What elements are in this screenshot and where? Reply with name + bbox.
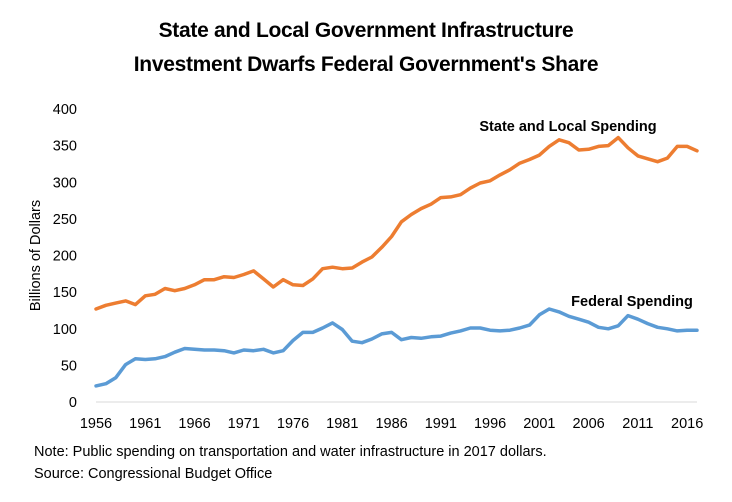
- series-label: State and Local Spending: [479, 119, 656, 135]
- x-tick-label: 1981: [326, 416, 358, 432]
- x-tick-label: 1976: [277, 416, 309, 432]
- x-tick-label: 2001: [523, 416, 555, 432]
- x-tick-label: 1991: [425, 416, 457, 432]
- y-tick-label: 250: [53, 212, 77, 228]
- chart-title-line-2: Investment Dwarfs Federal Government's S…: [133, 53, 599, 76]
- chart-title-line-1: State and Local Government Infrastructur…: [158, 19, 574, 42]
- chart-note: Note: Public spending on transportation …: [34, 444, 547, 460]
- x-tick-label: 1986: [375, 416, 407, 432]
- series-line-state-and-local-spending: [94, 135, 699, 311]
- series-label: Federal Spending: [571, 294, 693, 310]
- y-tick-label: 100: [53, 322, 77, 338]
- x-tick-label: 2006: [572, 416, 604, 432]
- x-tick-label: 1961: [129, 416, 161, 432]
- y-axis-label: Billions of Dollars: [28, 200, 44, 311]
- y-tick-label: 400: [53, 102, 77, 118]
- x-tick-label: 1996: [474, 416, 506, 432]
- x-tick-label: 2016: [671, 416, 703, 432]
- y-tick-label: 350: [53, 139, 77, 155]
- y-tick-label: 200: [53, 249, 77, 265]
- chart-source: Source: Congressional Budget Office: [34, 466, 273, 482]
- chart-svg: 0 50 100 150 200 250 300 350 400 1956 1961 1966 1971…: [28, 102, 703, 432]
- y-tick-label: 50: [61, 358, 77, 374]
- x-tick-label: 1966: [178, 416, 210, 432]
- x-tick-label: 1971: [228, 416, 260, 432]
- x-tick-label: 1956: [80, 416, 112, 432]
- y-tick-label: 150: [53, 285, 77, 301]
- y-tick-label: 0: [69, 395, 77, 411]
- x-tick-label: 2011: [622, 416, 653, 432]
- y-tick-label: 300: [53, 175, 77, 191]
- series-line-federal-spending: [94, 307, 699, 388]
